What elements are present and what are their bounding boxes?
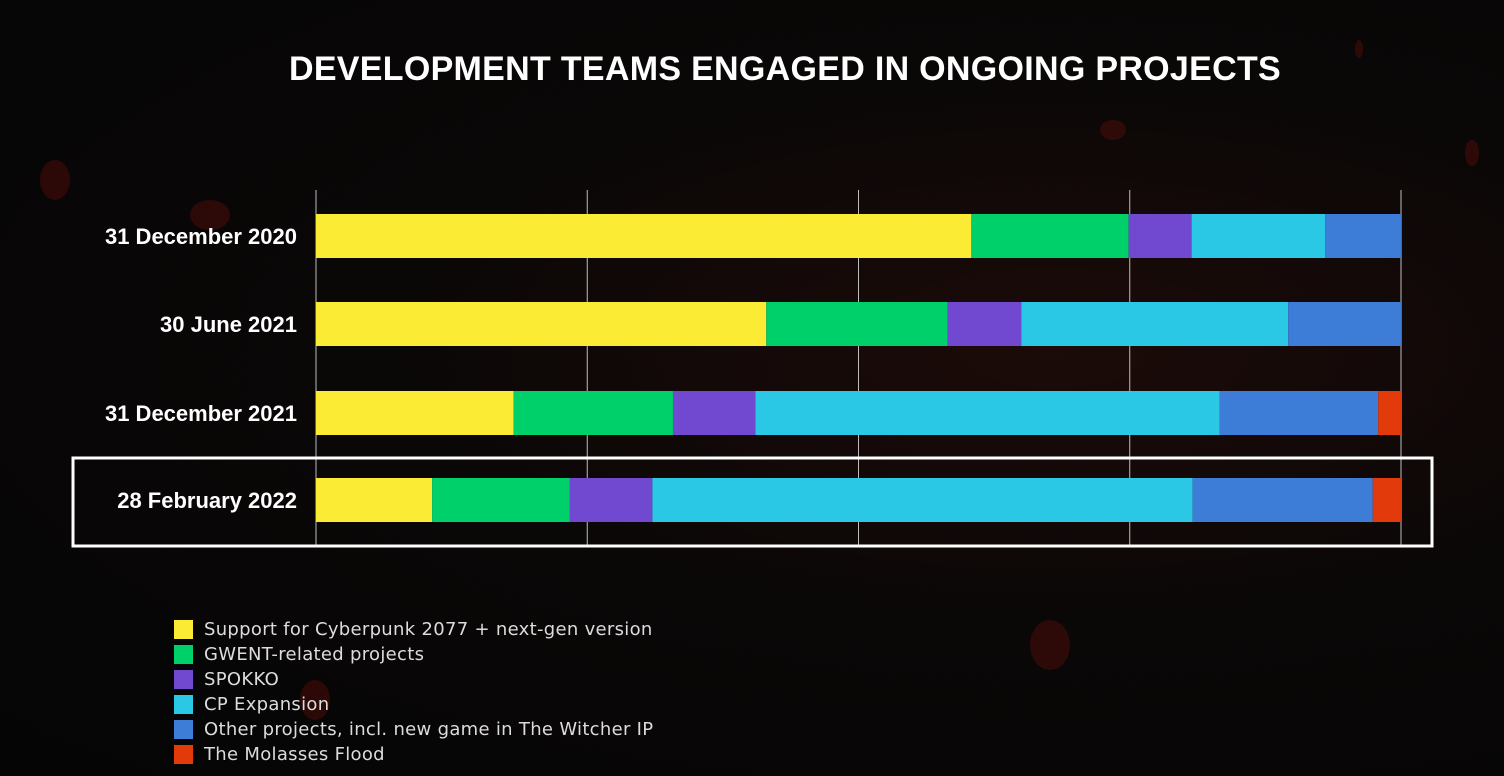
bar-segment-1-1 — [766, 302, 948, 346]
legend-swatch — [174, 745, 193, 764]
legend-label: Other projects, incl. new game in The Wi… — [204, 719, 654, 740]
legend-swatch — [174, 620, 193, 639]
legend-swatch — [174, 645, 193, 664]
legend-label: SPOKKO — [204, 669, 280, 690]
bar-segment-3-1 — [432, 478, 570, 522]
bar-segment-2-0 — [316, 391, 514, 435]
legend-item: CP Expansion — [174, 692, 653, 717]
bar-segment-1-3 — [1021, 302, 1289, 346]
legend-item: SPOKKO — [174, 667, 653, 692]
bar-segment-3-0 — [316, 478, 433, 522]
bar-segment-2-2 — [672, 391, 756, 435]
bar-segment-2-1 — [513, 391, 673, 435]
legend-label: CP Expansion — [204, 694, 330, 715]
legend-label: Support for Cyberpunk 2077 + next-gen ve… — [204, 619, 653, 640]
bar-segment-0-3 — [1191, 214, 1326, 258]
legend-item: Other projects, incl. new game in The Wi… — [174, 717, 653, 742]
legend-label: The Molasses Flood — [204, 744, 385, 765]
highlight-box — [71, 456, 1434, 548]
category-label: 30 June 2021 — [160, 312, 297, 337]
bar-segment-1-4 — [1288, 302, 1401, 346]
bar-segment-1-0 — [316, 302, 767, 346]
bar-segment-3-2 — [569, 478, 653, 522]
legend-swatch — [174, 720, 193, 739]
bar-segment-0-2 — [1128, 214, 1192, 258]
bar-segment-2-3 — [755, 391, 1220, 435]
bar-segment-2-4 — [1219, 391, 1379, 435]
bar-segment-0-4 — [1325, 214, 1401, 258]
bar-segment-0-1 — [971, 214, 1129, 258]
bar-segment-3-3 — [652, 478, 1193, 522]
legend-item: GWENT-related projects — [174, 642, 653, 667]
category-label: 31 December 2021 — [105, 401, 297, 426]
legend-swatch — [174, 695, 193, 714]
legend-item: Support for Cyberpunk 2077 + next-gen ve… — [174, 617, 653, 642]
bar-segment-3-4 — [1192, 478, 1373, 522]
bar-segment-0-0 — [316, 214, 972, 258]
category-label: 28 February 2022 — [117, 488, 297, 513]
bar-segment-2-5 — [1378, 391, 1401, 435]
bar-segment-1-2 — [947, 302, 1022, 346]
chart-title: DEVELOPMENT TEAMS ENGAGED IN ONGOING PRO… — [288, 50, 1282, 88]
category-label: 31 December 2020 — [105, 224, 297, 249]
legend-item: The Molasses Flood — [174, 742, 653, 767]
chart-legend: Support for Cyberpunk 2077 + next-gen ve… — [174, 617, 653, 767]
bar-segment-3-5 — [1372, 478, 1401, 522]
legend-swatch — [174, 670, 193, 689]
legend-label: GWENT-related projects — [204, 644, 425, 665]
